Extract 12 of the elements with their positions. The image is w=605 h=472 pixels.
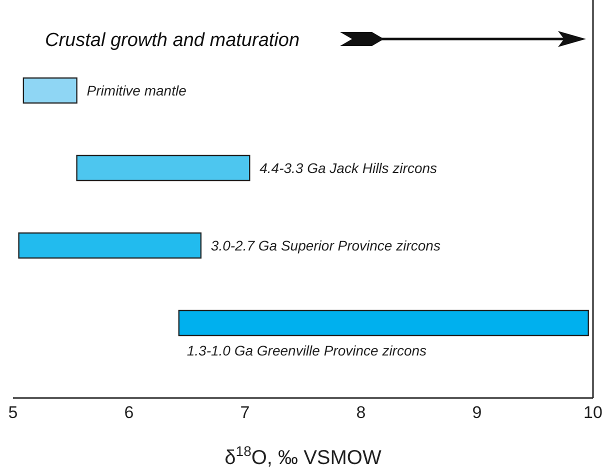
y-tick-label: 3.0-2.7 Ga Superior Province zircons <box>210 238 440 254</box>
x-tick-label: 5 <box>8 403 18 422</box>
y-tick-label: 4.4-3.3 Ga Jack Hills zircons <box>260 160 438 176</box>
x-tick-label: 8 <box>356 403 366 422</box>
y-tick-label: Primitive mantle <box>86 82 187 98</box>
x-tick-label: 9 <box>472 403 482 422</box>
x-tick-label: 7 <box>240 403 250 422</box>
x-tick-label: 10 <box>584 403 602 422</box>
x-tick-label: 6 <box>124 403 134 422</box>
annotation: Crustal growth and maturation <box>45 30 300 51</box>
y-tick-label: 1.3-1.0 Ga Greenville Province zircons <box>186 342 427 358</box>
x-axis-title: δ$^{18}$O, ‰ VSMOW <box>224 443 382 469</box>
